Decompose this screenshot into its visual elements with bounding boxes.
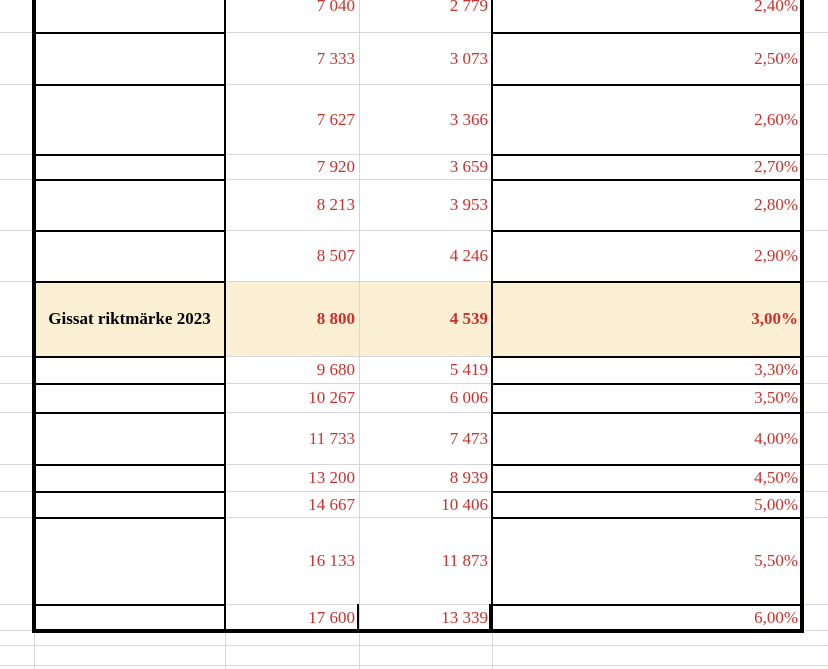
cell-border [492,179,802,181]
grid-line [0,604,828,605]
value-cell: 3 953 [449,195,488,214]
value-cell: 8 213 [316,195,355,214]
grid-line [0,32,828,33]
cell-border [492,412,802,414]
value-cell: 10 267 [308,388,355,407]
highlight-row [36,281,800,356]
cell-border [492,84,802,86]
value-cell: 2,50% [754,48,798,68]
value-cell: 2,70% [754,157,798,176]
value-cell: 7 473 [449,428,488,448]
grid-line [359,0,360,669]
grid-line [0,154,828,155]
cell-border [357,604,359,630]
cell-border [34,517,225,519]
value-cell: 3 366 [449,109,488,129]
cell-border [34,84,225,86]
value-cell: 17 600 [308,607,355,627]
table-border [800,0,804,633]
grid-line [0,491,828,492]
value-cell: 11 873 [441,551,488,570]
value-cell: 7 333 [316,48,355,68]
cell-border [34,281,225,283]
grid-line [0,645,828,646]
value-cell: 14 667 [308,494,355,514]
value-cell: 7 040 [316,0,355,15]
value-cell: 2 779 [449,0,488,15]
grid-line [0,517,828,518]
grid-line [0,665,828,666]
cell-border [34,412,225,414]
value-cell: 2,80% [754,195,798,214]
cell-border [34,491,225,493]
value-cell: 2,60% [754,109,798,129]
cell-border [34,32,225,34]
value-cell: 7 627 [316,109,355,129]
grid-line [0,356,828,357]
cell-border [34,604,225,606]
value-cell: 3 659 [449,157,488,176]
value-cell: 5 419 [449,360,488,379]
value-cell: 8 939 [449,468,488,487]
cell-border [492,383,802,385]
cell-border [491,0,493,630]
value-cell: 13 339 [441,607,488,627]
grid-line [0,383,828,384]
cell-border [492,464,802,466]
cell-border [492,604,802,606]
value-cell: 3,30% [754,360,798,379]
value-cell: 6,00% [754,607,798,627]
value-cell: 5,00% [754,494,798,514]
cell-border [489,604,491,630]
value-cell: 4 539 [449,309,488,328]
cell-border [492,281,802,283]
cell-border [34,230,225,232]
cell-border [492,32,802,34]
value-cell: 3,50% [754,388,798,407]
value-cell: 2,40% [754,0,798,15]
cell-border [34,464,225,466]
grid-line [0,179,828,180]
value-cell: 2,90% [754,246,798,265]
cell-border [492,154,802,156]
value-cell: 11 733 [308,428,355,448]
value-cell: 8 800 [316,309,355,328]
value-cell: 4,00% [754,428,798,448]
cell-border [492,517,802,519]
cell-border [492,230,802,232]
value-cell: 9 680 [316,360,355,379]
grid-line [0,230,828,231]
grid-line [0,84,828,85]
cell-border [34,154,225,156]
grid-line [0,281,828,282]
table-border [32,0,36,633]
value-cell: 10 406 [441,494,488,514]
value-cell: 7 920 [316,157,355,176]
cell-border [34,383,225,385]
cell-border [492,356,802,358]
cell-border [34,356,225,358]
cell-border [492,491,802,493]
cell-border [224,0,226,630]
grid-line [0,464,828,465]
cell-border [34,179,225,181]
value-cell: 8 507 [316,246,355,265]
table-border [32,629,804,633]
row-label: Gissat riktmärke 2023 [48,309,211,328]
grid-line [0,412,828,413]
value-cell: 13 200 [308,468,355,487]
value-cell: 4 246 [449,246,488,265]
value-cell: 16 133 [308,551,355,570]
value-cell: 5,50% [754,551,798,570]
value-cell: 3 073 [449,48,488,68]
value-cell: 4,50% [754,468,798,487]
value-cell: 3,00% [751,309,798,328]
value-cell: 6 006 [449,388,488,407]
